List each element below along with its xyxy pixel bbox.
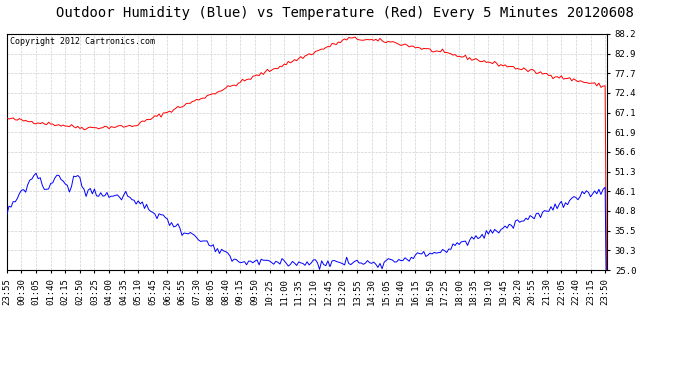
Text: Outdoor Humidity (Blue) vs Temperature (Red) Every 5 Minutes 20120608: Outdoor Humidity (Blue) vs Temperature (… [56,6,634,20]
Text: Copyright 2012 Cartronics.com: Copyright 2012 Cartronics.com [10,37,155,46]
